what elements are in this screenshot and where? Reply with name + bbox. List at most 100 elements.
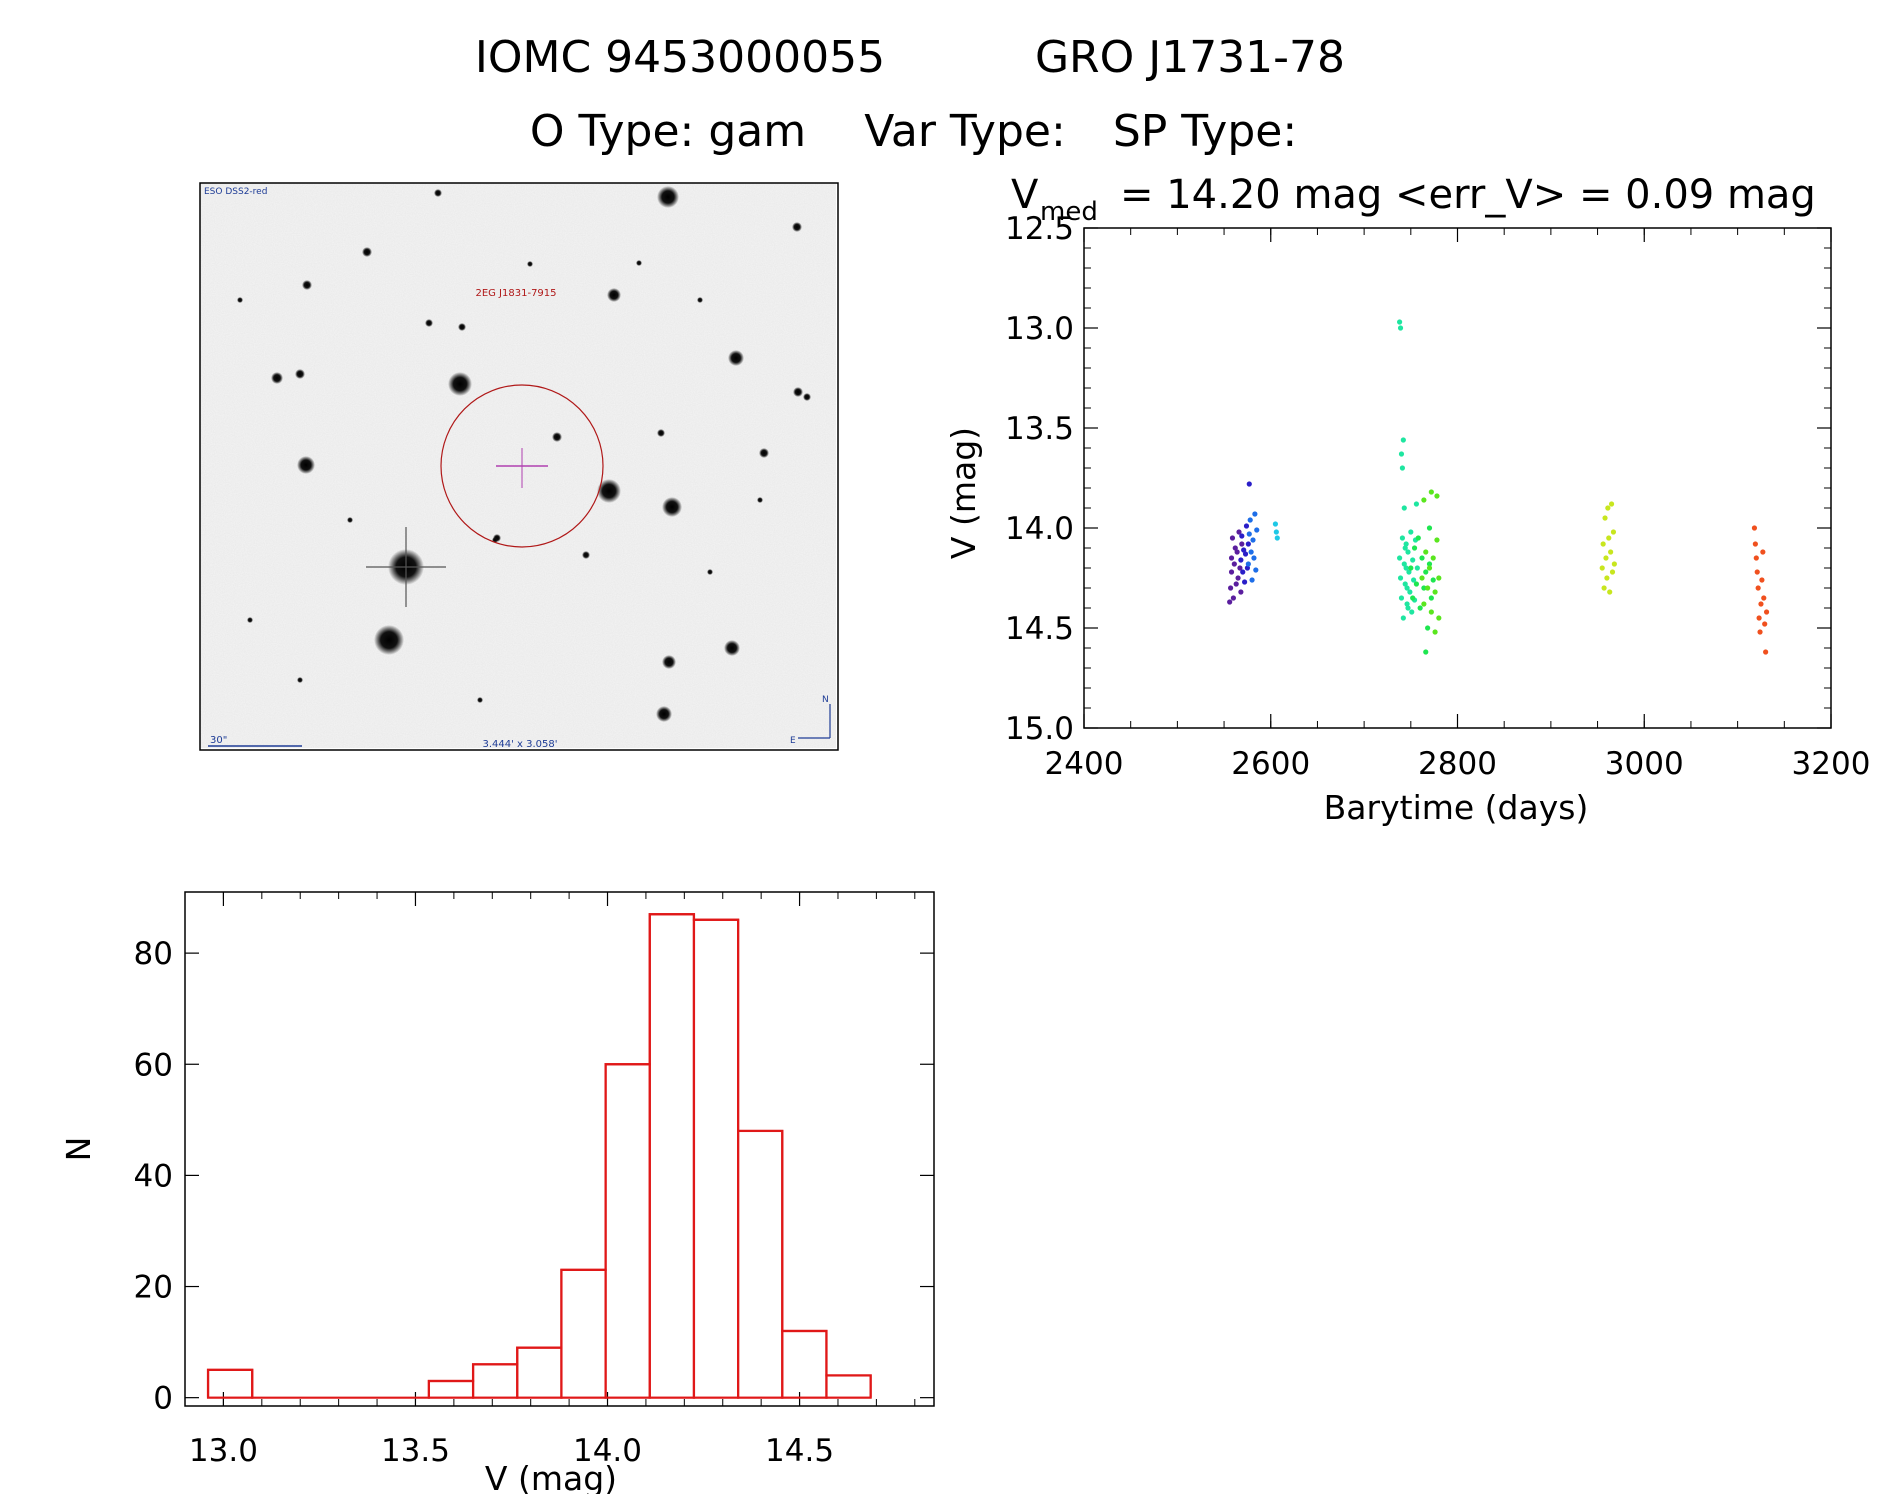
lc-point-6-0 (1419, 575, 1425, 581)
star-19 (657, 429, 665, 437)
lc-point-7-6 (1605, 505, 1611, 511)
lc-point-7-7 (1606, 535, 1612, 541)
star-3 (662, 497, 682, 517)
lc-point-4-16 (1402, 581, 1408, 587)
lc-point-4-14 (1400, 615, 1406, 621)
lc-point-8-9 (1760, 549, 1766, 555)
lc-point-5-14 (1430, 577, 1436, 583)
lc-point-8-11 (1762, 621, 1768, 627)
lc-point-5-9 (1425, 625, 1431, 631)
star-35 (237, 297, 243, 303)
lc-point-8-13 (1763, 609, 1770, 615)
hist-bar-8 (560, 1268, 607, 1399)
header-var-type: Var Type: (864, 106, 1066, 157)
lc-point-1-6 (1243, 523, 1250, 529)
scale-bar-label: 30" (210, 735, 227, 746)
star-22 (425, 319, 433, 327)
lc-point-6-4 (1426, 565, 1433, 571)
star-15 (302, 280, 312, 290)
lc-point-7-8 (1607, 589, 1613, 595)
star-33 (247, 617, 253, 623)
lc-y-tick-label: 12.5 (1005, 211, 1074, 247)
lc-point-5-5 (1417, 605, 1423, 611)
lc-point-3-2 (1274, 535, 1280, 541)
lc-y-tick-label: 13.0 (1005, 311, 1074, 347)
lc-point-2-8 (1253, 567, 1259, 573)
hist-y-axis-label: N (59, 1137, 98, 1162)
star-6 (374, 625, 404, 655)
header-object-type: O Type: gam (530, 106, 806, 157)
survey-label: ESO DSS2-red (204, 187, 267, 197)
star-18 (759, 448, 769, 458)
star-11 (607, 288, 621, 302)
lc-point-4-11 (1397, 575, 1404, 581)
lc-point-6-8 (1434, 537, 1440, 543)
compass-north: N (822, 695, 829, 705)
header-sp-type: SP Type: (1113, 106, 1297, 157)
header-object-id: IOMC 9453000055 (475, 32, 885, 83)
lc-point-7-10 (1608, 501, 1615, 507)
lc-point-5-1 (1410, 595, 1416, 601)
hist-plot-frame (184, 891, 935, 1407)
star-36 (697, 297, 703, 303)
lc-point-8-8 (1759, 577, 1765, 583)
hist-y-tick-label: 20 (134, 1270, 173, 1306)
hist-bar-11 (692, 918, 740, 1399)
lc-x-tick-label: 3200 (1792, 746, 1871, 782)
lc-point-4-15 (1401, 561, 1407, 567)
lc-point-0-3 (1228, 569, 1235, 575)
light-curve-plot: 2400 2600 2800 3000 3200 12.5 13.0 13.5 14.0 14.5… (1005, 211, 1870, 782)
lc-point-7-11 (1609, 569, 1616, 575)
lc-point-5-4 (1415, 535, 1421, 541)
lc-point-5-6 (1419, 555, 1425, 561)
lc-point-0-1 (1227, 585, 1234, 591)
lc-point-2-1 (1246, 531, 1252, 537)
hist-y-tick-label: 80 (134, 936, 173, 972)
hist-bar-13 (781, 1329, 828, 1399)
lc-y-tick-label: 14.0 (1005, 511, 1074, 547)
lc-title-rest: = 14.20 mag <err_V> = 0.09 mag (1120, 172, 1816, 218)
star-9 (656, 706, 672, 722)
lc-point-6-14 (1432, 629, 1438, 635)
light-curve-panel: V med = 14.20 mag <err_V> = 0.09 mag 240… (944, 172, 1870, 827)
lc-point-1-0 (1238, 557, 1244, 563)
finder-chart: 2EG J1831-7915 ESO DSS2-red 30" 3.444' x… (199, 182, 839, 751)
lc-x-tick-label: 2600 (1231, 746, 1310, 782)
star-10 (662, 655, 676, 669)
lc-title-symbol: V (1011, 172, 1039, 218)
lc-point-4-7 (1403, 565, 1409, 571)
star-25 (803, 393, 811, 401)
lc-point-4-17 (1403, 541, 1409, 547)
lc-point-6-3 (1425, 585, 1431, 591)
lc-point-8-1 (1752, 541, 1758, 547)
lc-point-6-7 (1432, 589, 1438, 595)
lc-point-7-9 (1608, 549, 1614, 555)
hist-bar-5 (427, 1379, 475, 1399)
lc-x-tick-label: 2800 (1418, 746, 1497, 782)
lc-point-0-7 (1232, 545, 1238, 551)
hist-bar-7 (516, 1346, 563, 1399)
lc-point-5-11 (1428, 595, 1434, 601)
lc-point-5-0 (1408, 565, 1414, 571)
lc-point-2-7 (1252, 511, 1258, 517)
star-13 (295, 369, 305, 379)
star-37 (347, 517, 353, 523)
lc-point-6-11 (1434, 493, 1440, 499)
star-7 (728, 350, 744, 366)
lc-point-2-2 (1247, 517, 1253, 523)
lc-point-5-10 (1426, 561, 1433, 567)
target-marker (440, 384, 604, 548)
lc-point-4-9 (1405, 605, 1411, 611)
lc-point-3-1 (1273, 529, 1279, 535)
hist-y-tick-label: 60 (134, 1047, 173, 1083)
star-27 (636, 260, 642, 266)
star-16 (434, 189, 442, 197)
lc-point-1-8 (1245, 541, 1251, 547)
lc-point-0-13 (1238, 589, 1244, 595)
lc-point-0-9 (1234, 549, 1240, 555)
lc-point-7-0 (1599, 565, 1605, 571)
lc-point-4-0 (1397, 319, 1403, 325)
star-1 (448, 372, 472, 396)
lc-point-5-8 (1423, 569, 1429, 575)
